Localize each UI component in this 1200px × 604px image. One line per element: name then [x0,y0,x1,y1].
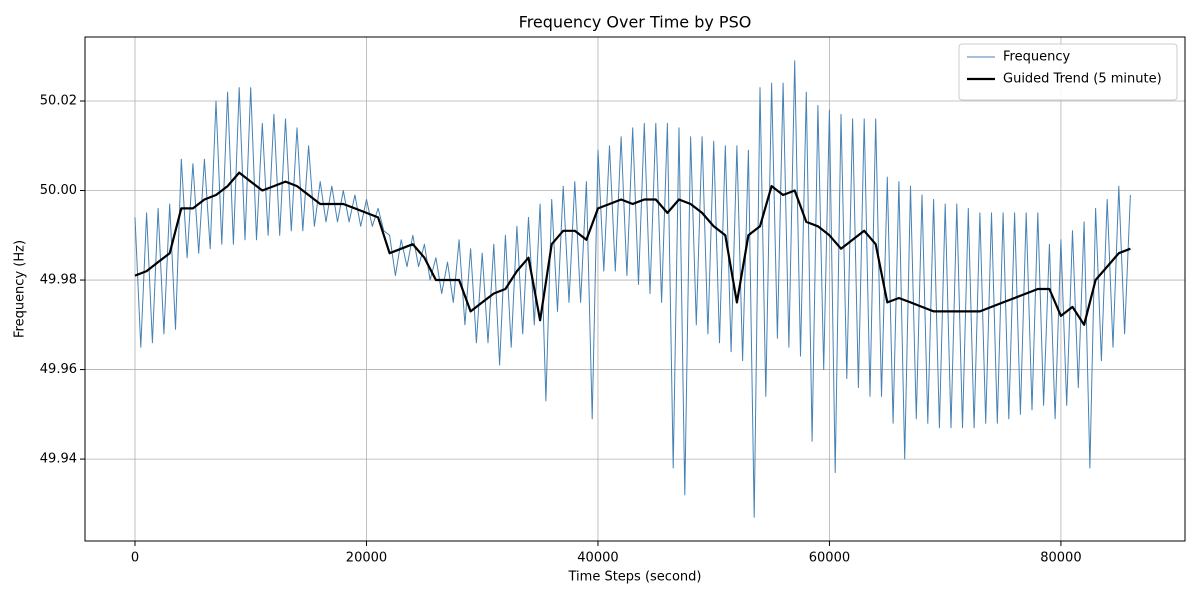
y-tick-label: 49.98 [40,273,77,288]
series-line [134,60,1131,518]
legend-box [958,43,1178,101]
y-tick-label: 49.94 [40,452,77,467]
legend: Frequency Guided Trend (5 minute) [958,43,1178,101]
y-tick-label: 50.00 [40,183,77,198]
legend-label: Guided Trend (5 minute) [1003,72,1162,87]
x-axis-label: Time Steps (second) [568,570,702,585]
x-tick-label: 80000 [1040,551,1081,566]
chart-title: Frequency Over Time by PSO [519,13,752,32]
y-tick-label: 50.02 [40,94,77,109]
plot-frame [84,36,1186,542]
series-line [134,171,1131,326]
y-axis-label: Frequency (Hz) [13,240,28,338]
legend-label: Frequency [1003,50,1070,65]
x-tick-label: 60000 [809,551,850,566]
x-tick-label: 40000 [577,551,618,566]
x-tick-label: 0 [131,551,139,566]
x-tick-label: 20000 [346,551,387,566]
y-tick-label: 49.96 [40,362,77,377]
